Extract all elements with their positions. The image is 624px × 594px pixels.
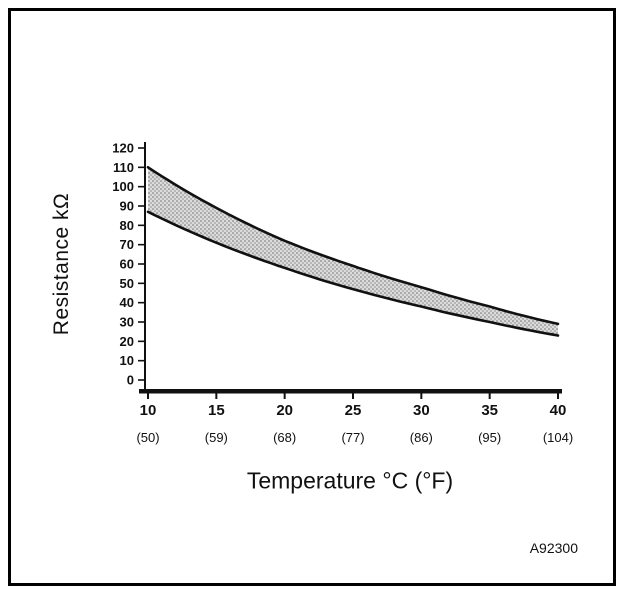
y-tick-label: 70 bbox=[120, 237, 134, 252]
y-tick-label: 50 bbox=[120, 276, 134, 291]
x-tick-secondary-label: (59) bbox=[205, 430, 228, 445]
x-tick-label: 30 bbox=[413, 402, 430, 419]
x-tick-secondary-label: (95) bbox=[478, 430, 501, 445]
tolerance-band bbox=[148, 167, 558, 336]
lower-limit-curve bbox=[146, 210, 560, 337]
x-tick-secondary-label: (77) bbox=[341, 430, 364, 445]
y-tick-label: 40 bbox=[120, 295, 134, 310]
y-tick-label: 10 bbox=[120, 353, 134, 368]
y-tick-label: 60 bbox=[120, 257, 134, 272]
y-tick-label: 100 bbox=[112, 179, 134, 194]
figure-border bbox=[8, 8, 616, 586]
x-tick-label: 25 bbox=[345, 402, 362, 419]
x-axis-title: Temperature °C (°F) bbox=[246, 467, 454, 494]
x-tick-label: 35 bbox=[481, 402, 498, 419]
y-tick-label: 110 bbox=[113, 160, 134, 175]
x-tick-secondary-label: (86) bbox=[410, 430, 433, 445]
figure-reference-code: A92300 bbox=[529, 540, 578, 556]
x-tick-secondary-label: (104) bbox=[543, 430, 573, 445]
y-tick-label: 30 bbox=[120, 315, 134, 330]
x-tick-secondary-label: (50) bbox=[136, 430, 159, 445]
y-tick-label: 120 bbox=[112, 141, 134, 156]
y-axis-title: Resistance kΩ bbox=[50, 192, 73, 336]
y-tick-label: 20 bbox=[120, 334, 134, 349]
y-tick-label: 80 bbox=[120, 218, 134, 233]
upper-limit-curve bbox=[146, 166, 560, 326]
x-tick-label: 15 bbox=[208, 402, 225, 419]
x-tick-label: 40 bbox=[550, 402, 567, 419]
y-tick-label: 90 bbox=[120, 199, 134, 214]
x-tick-label: 20 bbox=[276, 402, 293, 419]
x-axis-line bbox=[139, 389, 562, 394]
x-tick-label: 10 bbox=[140, 402, 157, 419]
x-tick-secondary-label: (68) bbox=[273, 430, 296, 445]
y-tick-label: 0 bbox=[127, 373, 134, 388]
